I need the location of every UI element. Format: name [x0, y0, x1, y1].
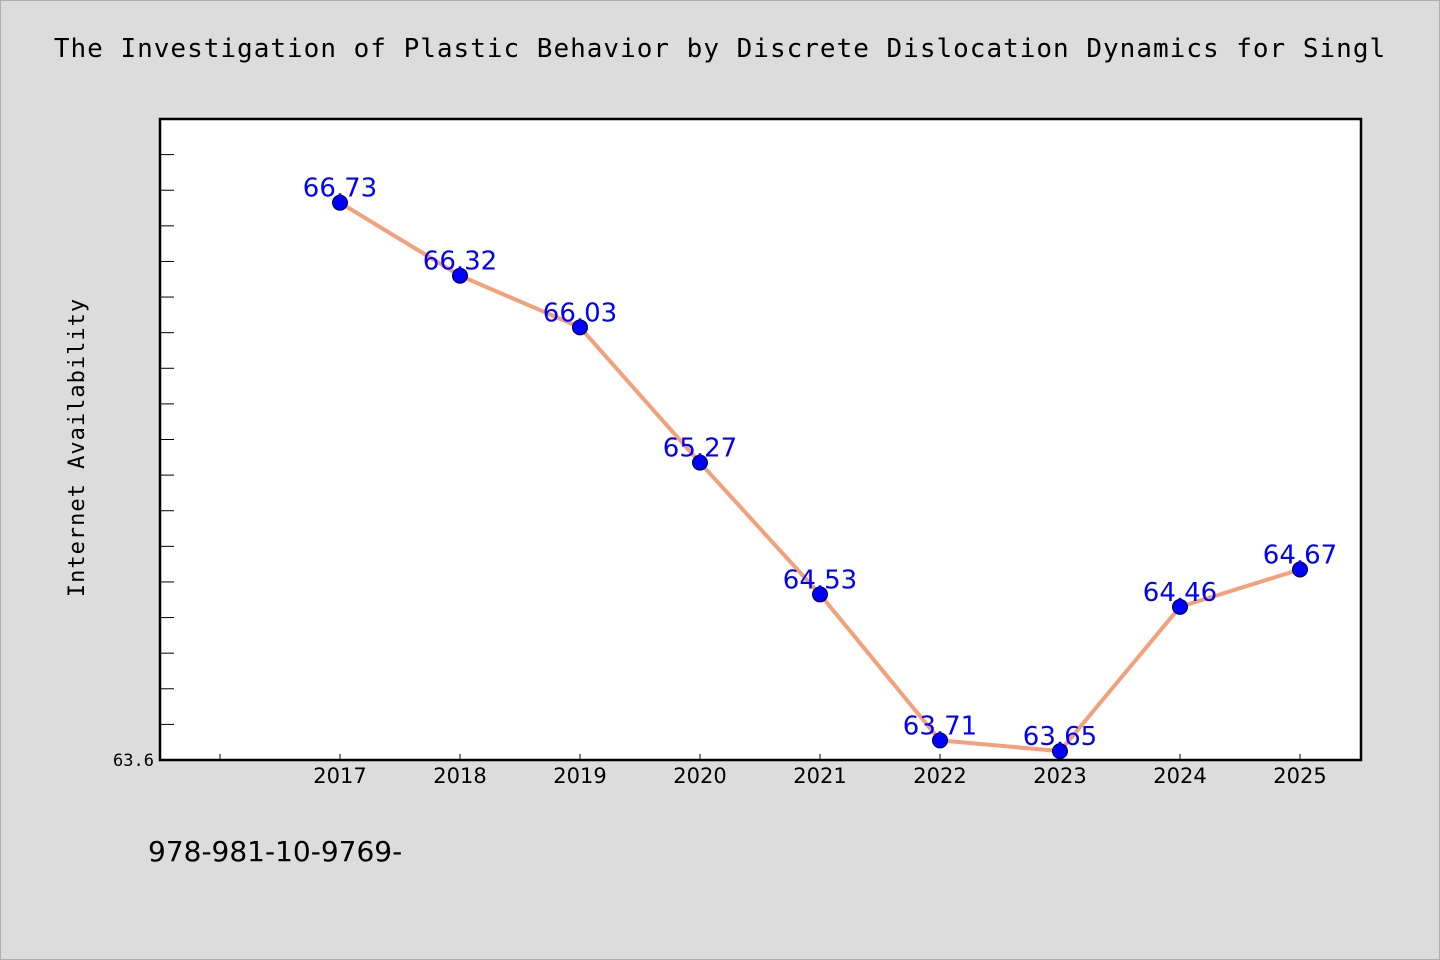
- data-point-2022: [932, 732, 948, 749]
- x-tick-label-2020: 2020: [673, 764, 726, 788]
- x-tick-label-2017: 2017: [313, 764, 366, 788]
- data-label-2020: 65.27: [663, 434, 737, 464]
- data-label-2021: 64.53: [783, 565, 857, 595]
- x-tick-label-2025: 2025: [1273, 764, 1326, 788]
- data-point-2023: [1052, 743, 1068, 760]
- data-point-2021: [812, 586, 828, 603]
- x-tick-label-2022: 2022: [913, 764, 966, 788]
- data-point-2019: [572, 319, 588, 336]
- data-point-2024: [1172, 598, 1188, 615]
- x-tick-label-2018: 2018: [433, 764, 486, 788]
- data-point-2020: [692, 454, 708, 471]
- data-point-2017: [332, 194, 348, 211]
- data-label-2018: 66.32: [423, 247, 497, 277]
- data-label-2025: 64.67: [1263, 540, 1337, 570]
- y-tick-label-0: 63.6: [113, 751, 154, 771]
- x-tick-label-2023: 2023: [1033, 764, 1086, 788]
- chart-title: The Investigation of Plastic Behavior by…: [53, 34, 1387, 64]
- data-point-2018: [452, 267, 468, 284]
- plot-area: [158, 117, 1363, 762]
- data-label-2024: 64.46: [1143, 578, 1217, 608]
- data-label-2022: 63.71: [903, 711, 977, 741]
- data-label-2023: 63.65: [1023, 722, 1097, 752]
- data-label-2017: 66.73: [303, 174, 377, 204]
- data-label-2019: 66.03: [543, 298, 617, 328]
- x-tick-label-2021: 2021: [793, 764, 846, 788]
- x-tick-label-2019: 2019: [553, 764, 606, 788]
- footer-text: 978-981-10-9769-: [148, 835, 403, 868]
- y-axis-label: Internet Availability: [65, 298, 90, 597]
- x-tick-label-2024: 2024: [1153, 764, 1206, 788]
- data-point-2025: [1292, 561, 1308, 578]
